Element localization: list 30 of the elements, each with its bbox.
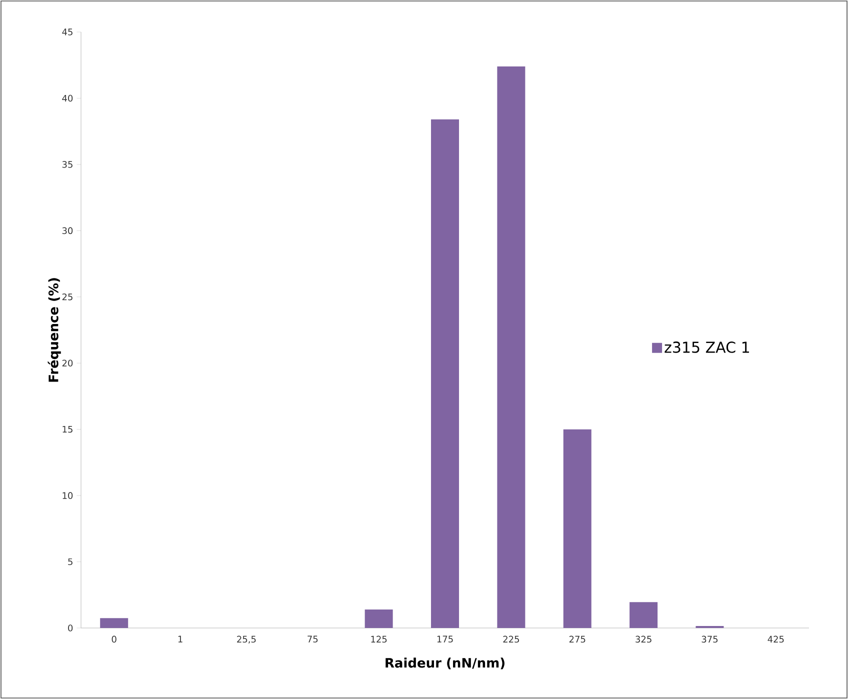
x-tick-label: 1 <box>178 636 182 642</box>
x-tick-label: 25,5 <box>237 636 256 644</box>
y-tick-label: 15 <box>62 426 72 433</box>
x-tick-label: 75 <box>308 636 318 642</box>
bar <box>100 618 128 628</box>
y-tick-label: 30 <box>62 227 73 234</box>
bar <box>630 602 658 628</box>
y-tick-label: 45 <box>62 28 72 36</box>
y-tick-label: 0 <box>68 624 73 632</box>
y-tick-label: 20 <box>62 360 73 367</box>
y-tick-label: 35 <box>62 161 72 168</box>
y-tick-label: 25 <box>62 293 72 300</box>
x-tick-label: 375 <box>702 636 718 643</box>
y-tick-label: 40 <box>62 94 73 102</box>
x-tick-label: 125 <box>371 636 387 643</box>
bar <box>364 609 393 628</box>
x-tick-label: 225 <box>503 636 519 643</box>
x-tick-label: 275 <box>569 636 586 643</box>
x-tick-label: 175 <box>437 636 453 642</box>
legend-label: z315 ZAC 1 <box>664 342 749 353</box>
bar <box>563 429 592 628</box>
bar <box>497 66 526 628</box>
y-tick-label: 5 <box>68 558 72 566</box>
x-tick-label: 0 <box>112 636 116 643</box>
bar <box>431 119 460 628</box>
y-tick-label: 10 <box>62 492 73 499</box>
x-tick-label: 425 <box>768 636 784 643</box>
x-tick-label: 325 <box>636 636 652 643</box>
y-axis-title: Fréquence (%) <box>48 278 61 382</box>
x-axis-title: Raideur (nN/nm) <box>386 658 504 670</box>
